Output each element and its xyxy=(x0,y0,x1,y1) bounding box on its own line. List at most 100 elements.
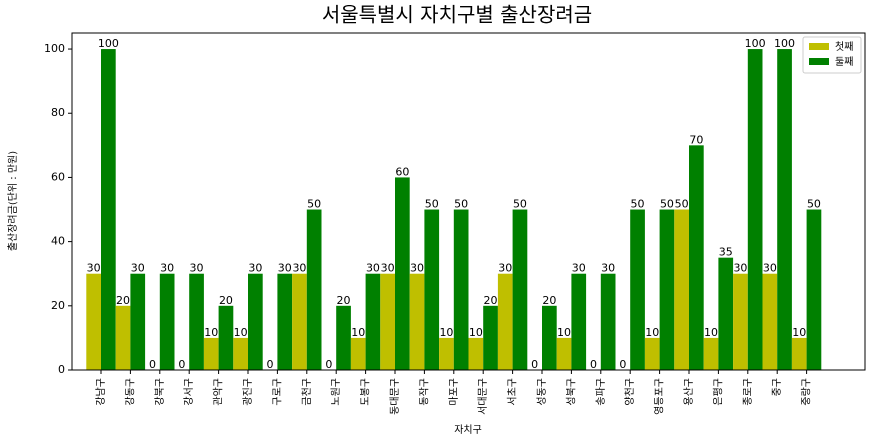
bar xyxy=(806,209,822,370)
bar xyxy=(674,209,689,370)
value-label: 30 xyxy=(572,262,586,275)
value-label: 20 xyxy=(116,294,130,307)
bar xyxy=(747,49,763,371)
bar xyxy=(483,305,498,370)
x-tick-label: 동작구 xyxy=(418,378,430,406)
legend-label: 둘째 xyxy=(835,56,853,68)
chart-title: 서울특별시 자치구별 출산장려금 xyxy=(322,3,592,27)
value-label: 30 xyxy=(87,262,101,275)
x-tick-label: 영등포구 xyxy=(654,378,666,415)
bar xyxy=(115,305,131,370)
bar xyxy=(159,273,175,370)
x-tick-label: 도봉구 xyxy=(360,378,372,406)
x-tick-label: 성동구 xyxy=(536,378,548,406)
y-tick-label: 60 xyxy=(51,170,65,183)
plot-frame xyxy=(71,32,866,371)
value-label: 10 xyxy=(469,326,483,339)
x-tick-label: 중랑구 xyxy=(801,378,813,406)
bar xyxy=(365,273,381,370)
value-label: 30 xyxy=(160,262,174,275)
bar xyxy=(777,49,792,371)
x-tick-label: 강동구 xyxy=(124,378,136,406)
value-label: 0 xyxy=(325,358,332,371)
x-tick-label: 송파구 xyxy=(595,378,607,406)
x-tick-label: 금천구 xyxy=(301,378,313,406)
value-label: 20 xyxy=(337,294,351,307)
bar xyxy=(409,273,425,370)
value-label: 50 xyxy=(675,198,689,211)
value-label: 0 xyxy=(590,358,597,371)
x-tick-label: 은평구 xyxy=(712,378,724,406)
bar xyxy=(306,209,322,370)
bar xyxy=(630,209,645,370)
value-label: 100 xyxy=(745,37,766,50)
value-label: 35 xyxy=(719,246,733,259)
value-label: 30 xyxy=(278,262,292,275)
value-label: 0 xyxy=(267,358,274,371)
x-tick-label: 종로구 xyxy=(742,378,754,406)
value-label: 10 xyxy=(645,326,659,339)
value-label: 0 xyxy=(531,358,538,371)
value-label: 10 xyxy=(204,326,218,339)
x-tick-label: 강서구 xyxy=(183,378,195,406)
legend-swatch xyxy=(809,58,829,65)
x-tick-label: 강남구 xyxy=(95,378,107,406)
x-axis-label: 자치구 xyxy=(454,424,482,436)
value-label: 50 xyxy=(425,198,439,211)
value-label: 50 xyxy=(513,198,527,211)
value-label: 30 xyxy=(366,262,380,275)
bar xyxy=(468,337,484,370)
bar xyxy=(277,273,293,370)
value-label: 10 xyxy=(234,326,248,339)
x-tick-label: 용산구 xyxy=(683,378,695,406)
legend-swatch xyxy=(809,43,829,50)
bar xyxy=(424,209,440,370)
value-label: 30 xyxy=(498,262,512,275)
bar xyxy=(659,209,675,370)
value-label: 30 xyxy=(763,262,777,275)
x-tick-label: 광진구 xyxy=(242,378,254,406)
value-label: 100 xyxy=(774,37,795,50)
bar xyxy=(703,337,719,370)
bar xyxy=(791,337,807,370)
y-tick-label: 40 xyxy=(51,235,65,248)
value-label: 10 xyxy=(557,326,571,339)
x-tick-label: 동대문구 xyxy=(389,378,401,415)
bar xyxy=(718,257,734,370)
bar xyxy=(189,273,204,370)
bar xyxy=(395,177,410,370)
value-label: 20 xyxy=(484,294,498,307)
bar xyxy=(101,49,116,371)
bar xyxy=(600,273,616,370)
bar xyxy=(336,305,351,370)
legend-label: 첫째 xyxy=(835,41,853,53)
x-tick-label: 마포구 xyxy=(448,378,460,406)
bar xyxy=(248,273,263,370)
value-label: 0 xyxy=(149,358,156,371)
value-label: 30 xyxy=(381,262,395,275)
value-label: 10 xyxy=(792,326,806,339)
value-label: 50 xyxy=(631,198,645,211)
bar xyxy=(292,273,307,370)
value-label: 70 xyxy=(689,133,703,146)
x-tick-label: 중구 xyxy=(771,378,783,396)
y-tick-label: 0 xyxy=(58,363,65,376)
value-label: 30 xyxy=(248,262,262,275)
value-label: 20 xyxy=(542,294,556,307)
bar xyxy=(233,337,248,370)
bar xyxy=(130,273,146,370)
value-label: 30 xyxy=(190,262,204,275)
x-tick-label: 성북구 xyxy=(565,378,577,406)
value-label: 30 xyxy=(410,262,424,275)
y-tick-label: 20 xyxy=(51,299,65,312)
bar xyxy=(689,145,704,370)
bar xyxy=(542,305,557,370)
value-label: 30 xyxy=(131,262,145,275)
bar xyxy=(733,273,748,370)
bar xyxy=(762,273,778,370)
x-tick-label: 노원구 xyxy=(330,378,342,406)
value-label: 10 xyxy=(704,326,718,339)
value-label: 50 xyxy=(807,198,821,211)
value-label: 30 xyxy=(733,262,747,275)
